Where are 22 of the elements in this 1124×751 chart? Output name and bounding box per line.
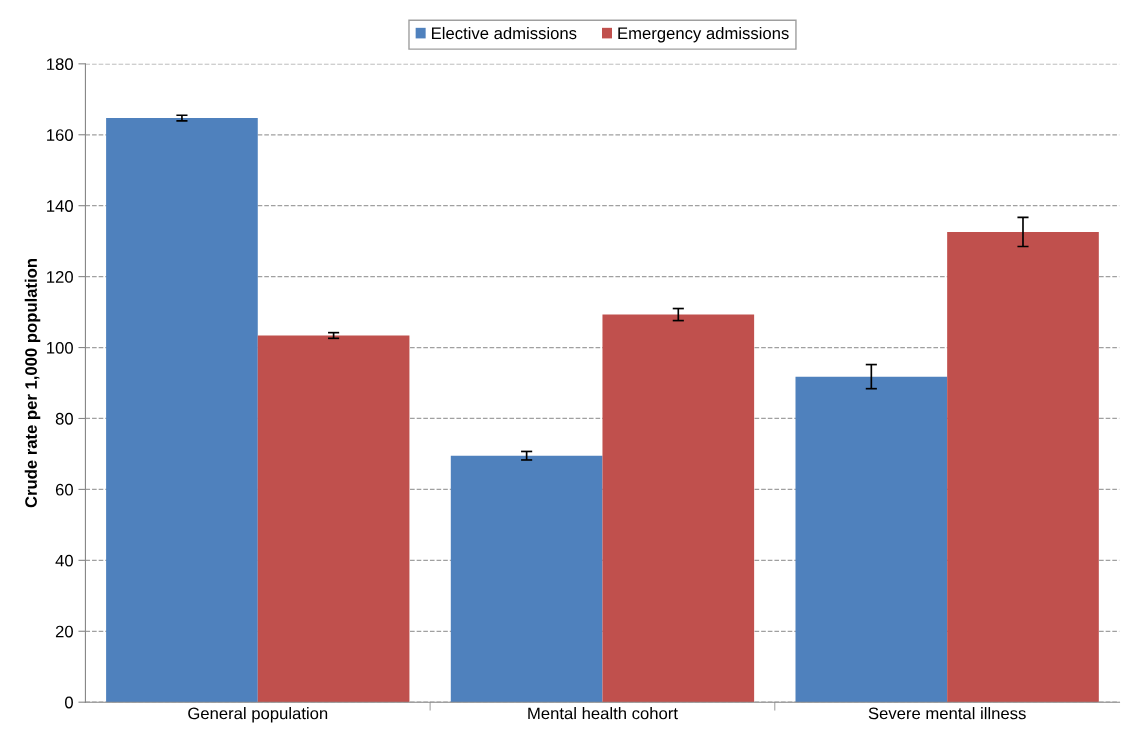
y-tick-label: 100 <box>47 341 73 354</box>
legend-label: Emergency admissions <box>618 26 789 43</box>
y-tick-label: 120 <box>47 271 73 283</box>
bar <box>795 376 948 703</box>
y-axis-title: Crude rate per 1,000 population <box>24 259 41 508</box>
bar <box>257 335 410 703</box>
y-tick-label: 40 <box>55 554 73 567</box>
x-tick-label: General population <box>188 707 328 723</box>
y-tick-label: 160 <box>47 129 73 141</box>
bar <box>947 231 1099 703</box>
bar <box>602 314 755 703</box>
bar <box>106 118 258 703</box>
y-tick-label: 180 <box>47 58 73 71</box>
y-tick-label: 20 <box>55 625 73 638</box>
y-tick-label: 0 <box>65 696 73 709</box>
y-tick-label: 80 <box>55 412 73 425</box>
x-tick-label: Mental health cohort <box>528 707 678 720</box>
bar <box>450 455 603 703</box>
y-tick-label: 60 <box>55 483 73 496</box>
x-tick-label: Severe mental illness <box>868 707 1026 720</box>
legend-label: Elective admissions <box>432 26 577 40</box>
y-tick-label: 140 <box>47 200 73 212</box>
